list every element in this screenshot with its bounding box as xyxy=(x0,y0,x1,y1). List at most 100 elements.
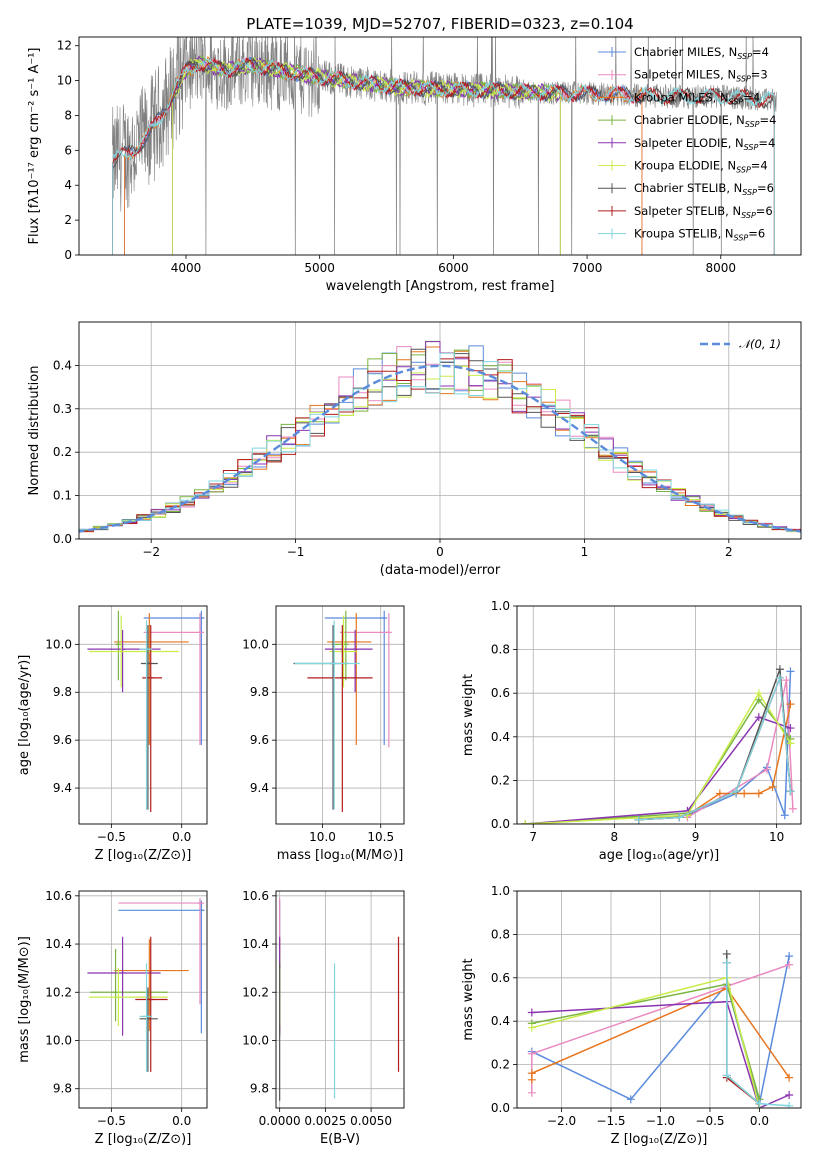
y-axis-label: mass [log₁₀(M/M⊙)] xyxy=(17,936,32,1063)
y-tick-label: 0.2 xyxy=(491,773,510,787)
y-tick-label: 10.0 xyxy=(45,1033,72,1047)
x-tick-label: 0.0 xyxy=(750,1114,769,1128)
y-tick-label: 9.6 xyxy=(53,733,72,747)
model-spectrum-line xyxy=(112,57,775,161)
y-tick-label: 1.0 xyxy=(491,884,510,898)
plot-area xyxy=(112,37,777,255)
y-tick-label: 0.0 xyxy=(491,817,510,831)
y-tick-label: 10.6 xyxy=(45,889,72,903)
x-axis-label: Z [log₁₀(Z/Z⊙)] xyxy=(95,848,192,863)
weight-point-marker xyxy=(768,782,777,791)
x-tick-label: 10 xyxy=(769,830,784,844)
y-tick-label: 10.2 xyxy=(242,985,269,999)
axes-frame xyxy=(516,890,802,1109)
y-tick-label: 9.6 xyxy=(250,733,269,747)
x-tick-label: −1.5 xyxy=(596,1114,625,1128)
weight-point-marker xyxy=(755,1099,764,1108)
weight-point-marker xyxy=(762,765,771,774)
x-tick-label: 8 xyxy=(611,830,619,844)
y-tick-label: 10.0 xyxy=(242,637,269,651)
x-tick-label: −2 xyxy=(142,545,160,559)
y-tick-label: 12 xyxy=(57,39,72,53)
weight-point-marker xyxy=(785,1073,794,1082)
y-tick-label: 0.8 xyxy=(491,643,510,657)
plot-area xyxy=(79,340,801,534)
x-axis-label: Z [log₁₀(Z/Z⊙)] xyxy=(611,1132,708,1147)
x-tick-label: 0.0 xyxy=(172,1114,191,1128)
axes-frame xyxy=(516,605,802,825)
y-tick-label: 2 xyxy=(64,213,72,227)
weight-series-line xyxy=(638,677,792,821)
y-tick-label: 0.2 xyxy=(491,1058,510,1072)
plot-area xyxy=(279,898,400,1101)
weight-point-marker xyxy=(785,1090,794,1099)
panel-age-vs-mass: 10.0 10.5 9.4 9.6 9.8 10.0 mass [log₁₀(M/M⊙)] xyxy=(242,605,405,863)
weight-point-marker xyxy=(786,787,795,796)
x-tick-label: −1 xyxy=(287,545,305,559)
weight-series-line xyxy=(531,1000,790,1108)
weight-series-line xyxy=(525,698,792,824)
y-tick-label: 9.8 xyxy=(250,1082,269,1096)
legend-label: Salpeter ELODIE, NSSP=4 xyxy=(634,136,775,152)
weight-series-line xyxy=(638,677,792,821)
weight-series-line xyxy=(686,703,792,816)
x-tick-label: −0.5 xyxy=(97,830,126,844)
x-axis-label: mass [log₁₀(M/M⊙)] xyxy=(277,848,404,863)
legend-label: Salpeter MILES, NSSP=3 xyxy=(634,68,768,84)
weight-point-marker xyxy=(722,958,731,967)
weight-point-marker xyxy=(775,665,784,674)
panel-mass-vs-EBV: 0.0000 0.0025 0.0050 9.8 10.0 10.2 10.4 10.6 E(B… xyxy=(242,889,405,1147)
weight-point-marker xyxy=(740,789,749,798)
x-tick-label: 7 xyxy=(529,830,537,844)
x-axis-label: wavelength [Angstrom, rest frame] xyxy=(326,279,555,294)
y-axis-label: Flux [fλ10⁻¹⁷ erg cm⁻² s⁻¹ A⁻¹] xyxy=(27,48,42,245)
x-axis-label: Z [log₁₀(Z/Z⊙)] xyxy=(95,1132,192,1147)
y-tick-label: 0 xyxy=(64,248,72,262)
weight-series-line xyxy=(525,691,792,824)
y-tick-label: 9.8 xyxy=(53,1082,72,1096)
x-tick-label: 7000 xyxy=(572,261,603,275)
y-tick-label: 1.0 xyxy=(491,599,510,613)
histogram-series xyxy=(79,352,801,534)
weight-point-marker xyxy=(775,673,784,682)
axes-frame xyxy=(78,36,802,256)
weight-point-marker xyxy=(780,811,789,820)
y-tick-label: 10.6 xyxy=(242,889,269,903)
x-tick-label: 0 xyxy=(436,545,444,559)
y-tick-label: 0.6 xyxy=(491,686,510,700)
plot-area xyxy=(87,898,205,1072)
weight-point-marker xyxy=(785,960,794,969)
weight-point-marker xyxy=(788,804,797,813)
weight-point-marker xyxy=(715,789,724,798)
y-tick-label: 0.4 xyxy=(53,358,72,372)
axes-frame xyxy=(78,321,802,540)
x-axis-label: (data-model)/error xyxy=(380,563,501,578)
weight-point-marker xyxy=(754,689,763,698)
weight-point-marker xyxy=(786,700,795,709)
y-tick-label: 0.4 xyxy=(491,730,510,744)
panel-mass-vs-Z: −0.5 0.0 9.8 10.0 10.2 10.4 10.6 Z [log₁₀(Z/Z⊙)… xyxy=(17,889,208,1147)
y-tick-label: 9.4 xyxy=(250,781,269,795)
weight-point-marker xyxy=(754,713,763,722)
weight-series-line xyxy=(687,679,794,819)
panel-massweight-vs-age: 7 8 9 10 0.0 0.2 0.4 0.6 0.8 1.0 age [log₁₀(age/yr… xyxy=(461,599,802,863)
y-tick-label: 0.8 xyxy=(491,927,510,941)
y-tick-label: 10.2 xyxy=(45,985,72,999)
legend-label: Chabrier STELIB, NSSP=6 xyxy=(634,181,774,197)
weight-point-marker xyxy=(782,676,791,685)
x-tick-label: 8000 xyxy=(706,261,737,275)
axes-frame xyxy=(275,605,405,825)
legend-label: Chabrier ELODIE, NSSP=4 xyxy=(634,113,776,129)
y-axis-label: Normed distribution xyxy=(27,366,42,496)
plot-area xyxy=(293,610,392,813)
panel-age-vs-Z: −0.5 0.0 9.4 9.6 9.8 10.0 Z [log₁₀(Z/Z⊙)] age [… xyxy=(17,605,208,863)
y-tick-label: 0.0 xyxy=(491,1101,510,1115)
y-tick-label: 0.2 xyxy=(53,445,72,459)
y-axis-label: mass weight xyxy=(461,674,476,756)
y-tick-label: 9.8 xyxy=(53,685,72,699)
plot-area xyxy=(521,665,797,824)
weight-point-marker xyxy=(785,952,794,961)
x-tick-label: 9 xyxy=(692,830,700,844)
axes-frame xyxy=(78,890,208,1109)
y-tick-label: 0.3 xyxy=(53,402,72,416)
